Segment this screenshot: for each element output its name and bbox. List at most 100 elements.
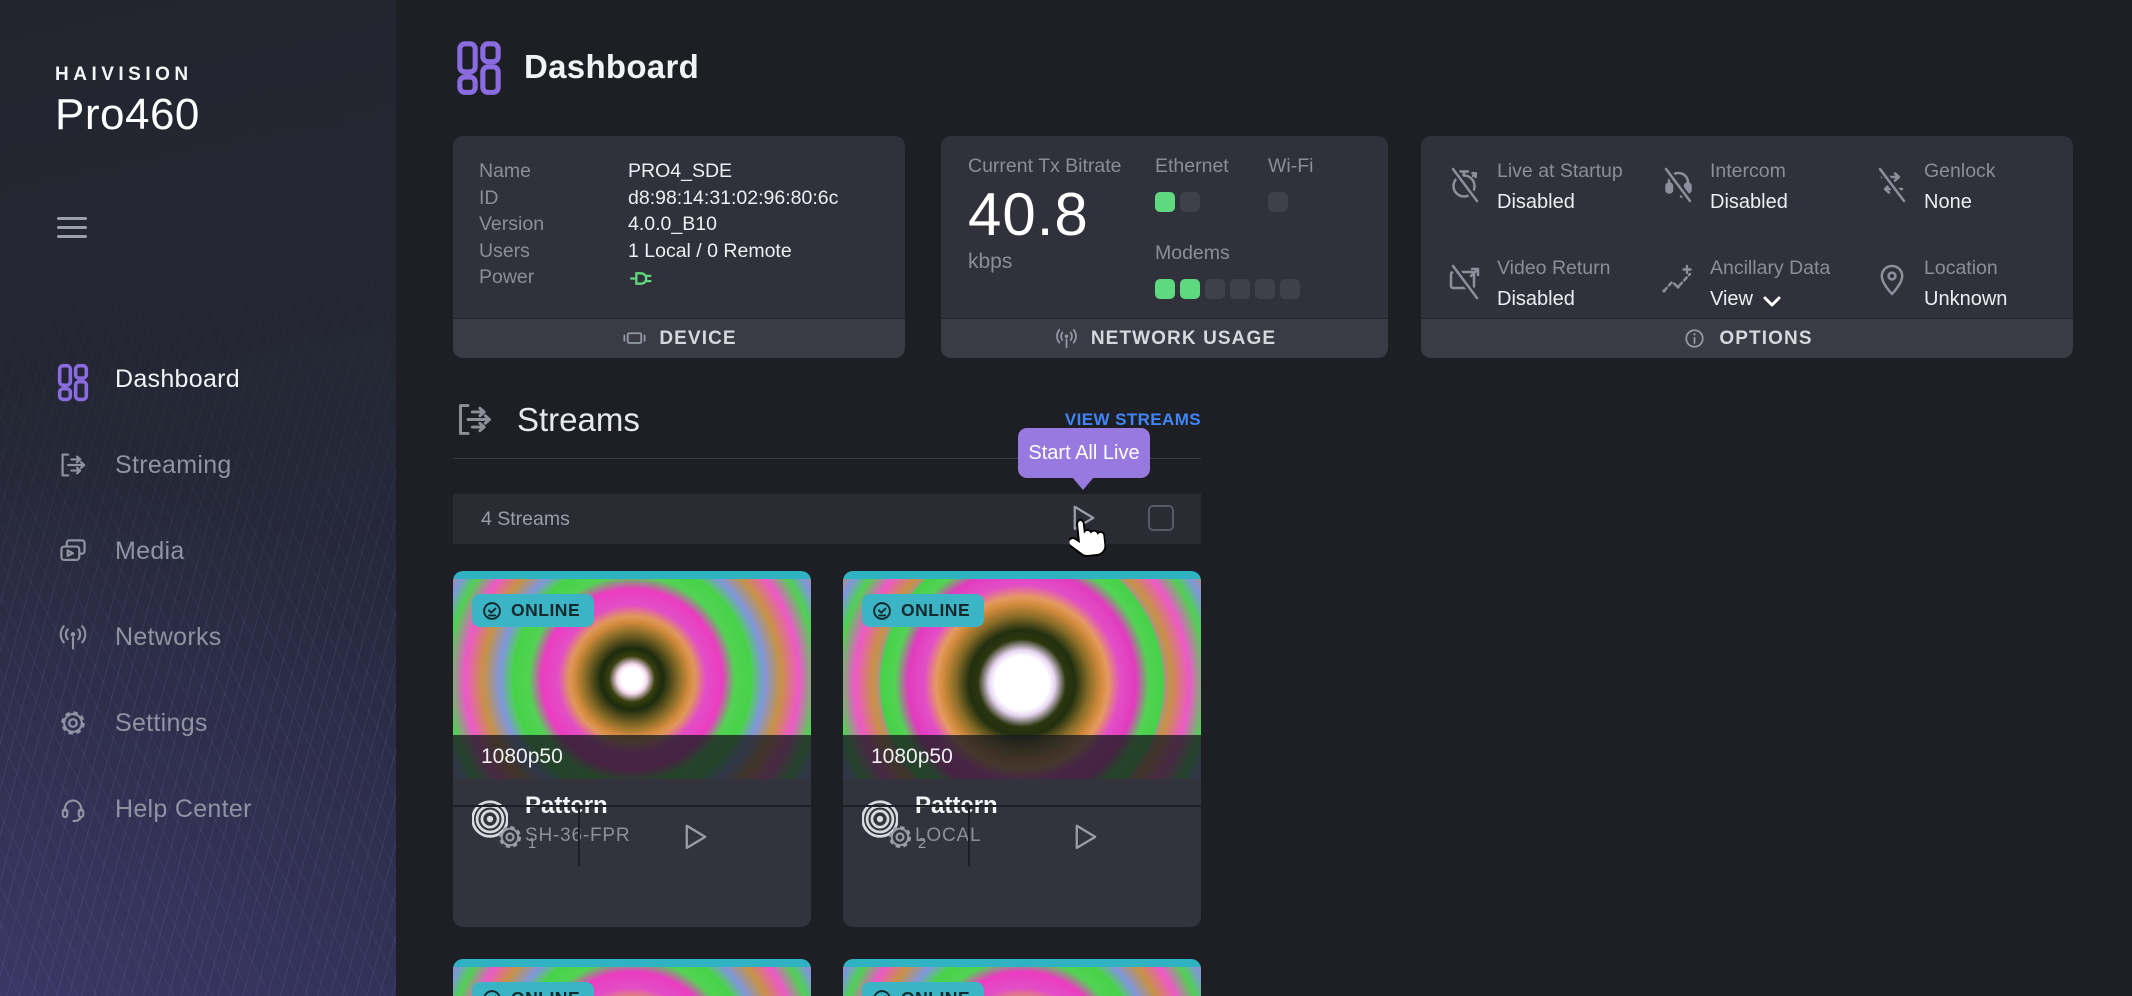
stream-play-button[interactable] bbox=[580, 807, 811, 866]
option-ancillary-data: Ancillary Data View bbox=[1658, 257, 1830, 311]
indicator-square-on bbox=[1180, 279, 1200, 299]
intercom-off-icon bbox=[1658, 163, 1698, 203]
indicator-square-off bbox=[1230, 279, 1250, 299]
check-circle-icon bbox=[481, 988, 503, 996]
indicator-square-on bbox=[1155, 279, 1175, 299]
stream-card-actions: 2 bbox=[843, 805, 1201, 866]
streams-section-header: Streams bbox=[453, 398, 640, 441]
stream-settings-button[interactable]: 2 bbox=[843, 807, 970, 866]
sidebar-item-streaming[interactable]: Streaming bbox=[0, 441, 396, 489]
stream-thumbnail[interactable]: ONLINE bbox=[843, 967, 1201, 996]
sidebar-item-help-center[interactable]: Help Center bbox=[0, 785, 396, 833]
option-value: Disabled bbox=[1497, 288, 1575, 310]
options-card-footer[interactable]: OPTIONS bbox=[1421, 318, 2073, 358]
sidebar-item-media[interactable]: Media bbox=[0, 527, 396, 575]
wifi-label: Wi-Fi bbox=[1268, 155, 1314, 177]
sidebar-item-label: Streaming bbox=[115, 450, 232, 479]
select-all-streams-checkbox[interactable] bbox=[1148, 505, 1174, 531]
indicator-square-off bbox=[1255, 279, 1275, 299]
device-value: 4.0.0_B10 bbox=[628, 213, 717, 235]
status-badge: ONLINE bbox=[472, 982, 595, 996]
dashboard-grid-icon bbox=[456, 40, 502, 95]
device-row-id: ID d8:98:14:31:02:96:80:6c bbox=[479, 185, 838, 212]
info-icon bbox=[1681, 325, 1708, 352]
stream-card-4-partial[interactable]: ONLINE bbox=[843, 959, 1201, 996]
online-stripe bbox=[453, 571, 811, 579]
option-location: Location Unknown bbox=[1872, 257, 2007, 311]
streaming-icon bbox=[57, 449, 89, 481]
device-label: Power bbox=[479, 266, 535, 288]
indicator-square-off bbox=[1268, 192, 1288, 212]
device-label: Users bbox=[479, 239, 530, 262]
stream-card-2[interactable]: ONLINE 1080p50 Pattern LOCAL bbox=[843, 571, 1201, 927]
play-icon bbox=[1074, 823, 1098, 851]
indicator-square-off bbox=[1280, 279, 1300, 299]
check-circle-icon bbox=[481, 600, 503, 622]
stream-card-3-partial[interactable]: ONLINE bbox=[453, 959, 811, 996]
stream-subtitle: SH-36-FPR bbox=[525, 825, 631, 846]
online-stripe bbox=[453, 959, 811, 967]
sidebar-item-settings[interactable]: Settings bbox=[0, 699, 396, 747]
status-badge-label: ONLINE bbox=[511, 988, 580, 996]
ethernet-block: Ethernet bbox=[1155, 155, 1229, 212]
check-circle-icon bbox=[871, 988, 893, 996]
option-value-with-dropdown: View bbox=[1710, 288, 1830, 311]
streams-count-label: 4 Streams bbox=[481, 508, 570, 530]
stream-thumbnail[interactable]: ONLINE 1080p50 bbox=[843, 579, 1201, 779]
network-card-footer[interactable]: NETWORK USAGE bbox=[941, 318, 1388, 358]
page-title: Dashboard bbox=[524, 48, 700, 85]
power-plug-icon bbox=[628, 266, 653, 291]
option-value: Disabled bbox=[1710, 191, 1788, 213]
device-row-name: Name PRO4_SDE bbox=[479, 158, 838, 185]
sidebar-item-networks[interactable]: Networks bbox=[0, 613, 396, 661]
stream-subtitle: LOCAL bbox=[915, 825, 982, 846]
device-icon bbox=[621, 325, 648, 352]
resolution-band: 1080p50 bbox=[453, 735, 811, 779]
status-badge: ONLINE bbox=[862, 594, 985, 627]
stream-settings-button[interactable]: 1 bbox=[453, 807, 580, 866]
option-label: Ancillary Data bbox=[1710, 257, 1831, 279]
dashboard-grid-icon bbox=[57, 363, 89, 402]
streams-count-bar: 4 Streams bbox=[453, 494, 1201, 544]
wifi-indicators bbox=[1268, 192, 1313, 212]
device-value: PRO4_SDE bbox=[628, 160, 733, 182]
stream-number: 2 bbox=[917, 835, 927, 852]
live-at-startup-off-icon bbox=[1445, 163, 1485, 203]
sidebar-item-dashboard[interactable]: Dashboard bbox=[0, 355, 396, 403]
stream-play-button[interactable] bbox=[970, 807, 1201, 866]
option-value: Disabled bbox=[1497, 191, 1575, 213]
stream-thumbnail[interactable]: ONLINE bbox=[453, 967, 811, 996]
start-all-live-tooltip: Start All Live bbox=[1018, 428, 1150, 478]
location-pin-icon bbox=[1872, 260, 1912, 300]
network-footer-label: NETWORK USAGE bbox=[1090, 327, 1277, 349]
resolution-label: 1080p50 bbox=[871, 745, 953, 768]
stream-number: 1 bbox=[527, 835, 537, 852]
gear-icon bbox=[495, 822, 525, 852]
chevron-down-icon[interactable] bbox=[1763, 296, 1781, 307]
stream-thumbnail[interactable]: ONLINE 1080p50 bbox=[453, 579, 811, 779]
hamburger-menu-icon[interactable] bbox=[57, 217, 87, 244]
bitrate-value: 40.8 bbox=[968, 181, 1089, 248]
bitrate-label: Current Tx Bitrate bbox=[968, 155, 1122, 177]
status-badge-label: ONLINE bbox=[511, 600, 581, 620]
device-footer-label: DEVICE bbox=[659, 327, 737, 349]
option-label: Intercom bbox=[1710, 160, 1786, 182]
status-badge: ONLINE bbox=[862, 982, 985, 996]
view-streams-link[interactable]: VIEW STREAMS bbox=[1064, 410, 1201, 429]
indicator-square-on bbox=[1155, 192, 1175, 212]
stream-card-1[interactable]: ONLINE 1080p50 Pattern SH-36-FPR bbox=[453, 571, 811, 927]
stream-info: Pattern SH-36-FPR 1 bbox=[453, 779, 811, 866]
tooltip-arrow bbox=[1072, 477, 1094, 490]
check-circle-icon bbox=[871, 600, 893, 622]
device-row-power: Power bbox=[479, 264, 838, 291]
wifi-block: Wi-Fi bbox=[1268, 155, 1313, 212]
online-stripe bbox=[843, 959, 1201, 967]
video-return-off-icon bbox=[1445, 260, 1485, 300]
option-label: Video Return bbox=[1497, 257, 1611, 279]
sidebar-texture bbox=[0, 0, 396, 996]
device-card-footer[interactable]: DEVICE bbox=[453, 318, 905, 358]
ethernet-label: Ethernet bbox=[1155, 155, 1229, 177]
modems-label: Modems bbox=[1155, 242, 1230, 264]
ethernet-indicators bbox=[1155, 192, 1229, 212]
page-header: Dashboard bbox=[456, 40, 700, 95]
